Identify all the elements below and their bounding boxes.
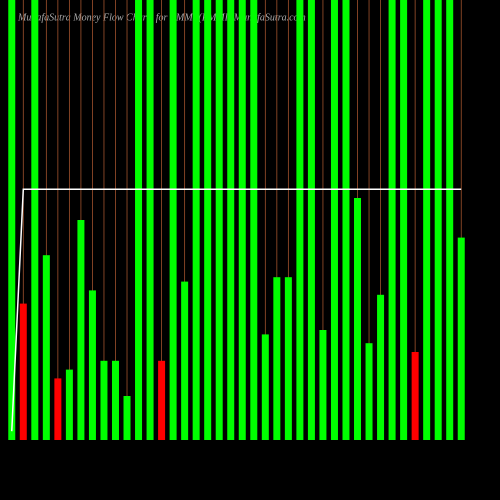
bar: [204, 0, 212, 440]
bar: [227, 0, 235, 440]
bar: [181, 281, 189, 440]
bar: [284, 277, 292, 440]
bar: [77, 220, 85, 440]
bar: [411, 352, 419, 440]
bar: [65, 369, 73, 440]
bar: [261, 334, 269, 440]
money-flow-line: [11, 188, 462, 432]
bar: [100, 360, 108, 440]
bar: [296, 0, 304, 440]
bar: [19, 303, 27, 440]
bar: [111, 360, 119, 440]
bar: [457, 237, 465, 440]
bar: [377, 294, 385, 440]
bar: [330, 0, 338, 440]
bar: [146, 0, 154, 440]
bar: [250, 0, 258, 440]
bar: [423, 0, 431, 440]
bar: [169, 0, 177, 440]
bar: [88, 290, 96, 440]
bar: [8, 0, 16, 440]
bar: [354, 198, 362, 440]
bar: [446, 0, 454, 440]
bar: [434, 0, 442, 440]
bar: [192, 0, 200, 440]
bar: [388, 0, 396, 440]
bar: [342, 0, 350, 440]
bar: [307, 0, 315, 440]
bar: [54, 378, 62, 440]
bar: [400, 0, 408, 440]
bar: [215, 0, 223, 440]
bar: [238, 0, 246, 440]
bar: [135, 0, 143, 440]
bar: [319, 330, 327, 440]
bar: [42, 255, 50, 440]
bar: [365, 343, 373, 440]
bar: [273, 277, 281, 440]
bar: [123, 396, 131, 440]
bar: [31, 0, 39, 440]
bar: [158, 360, 166, 440]
